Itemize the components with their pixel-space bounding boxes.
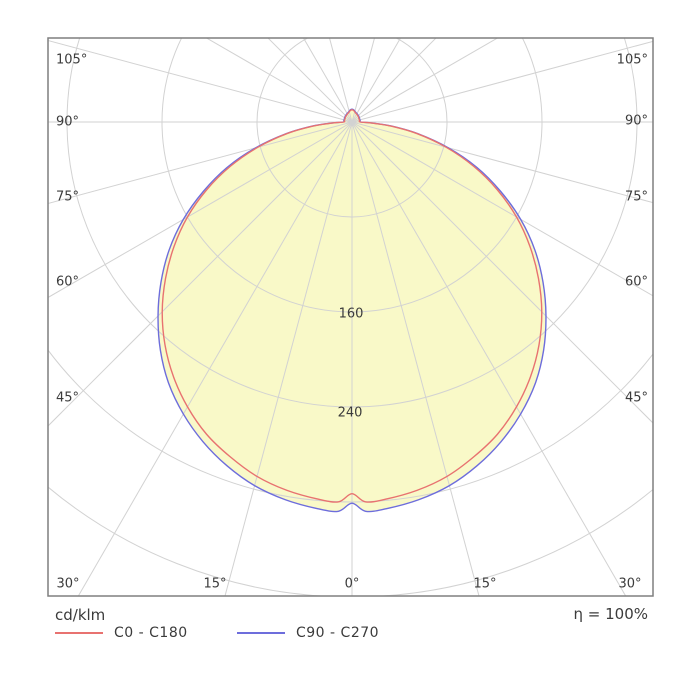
curve-c0-c180: [161, 109, 543, 503]
grid-ray-120: [351, 38, 499, 123]
angle-label-right-3: 60°: [625, 275, 648, 290]
ring-label-160: 160: [339, 307, 364, 322]
angle-label-bottom-0: 30°: [56, 577, 79, 592]
legend-label-c0-c180: C0 - C180: [114, 625, 188, 641]
angle-label-right-2: 75°: [625, 190, 648, 205]
grid-ray-15: [351, 121, 480, 596]
legend-item-c0-c180: C0 - C180: [55, 625, 188, 641]
grid-ray-30: [351, 121, 627, 596]
grid-ray-150: [351, 38, 402, 123]
grid-ray--30: [77, 121, 353, 596]
angle-label-bottom-1: 15°: [203, 577, 226, 592]
angle-label-right-0: 105°: [617, 53, 648, 68]
grid-ray-45: [351, 121, 653, 424]
angle-label-right-1: 90°: [625, 114, 648, 129]
angle-label-left-3: 60°: [56, 275, 79, 290]
angle-label-left-4: 45°: [56, 391, 79, 406]
legend-label-c90-c270: C90 - C270: [296, 625, 380, 641]
legend-item-c90-c270: C90 - C270: [237, 625, 379, 641]
grid-ray--15: [224, 121, 353, 596]
legend-line-c90-c270: [237, 632, 285, 634]
angle-label-bottom-3: 15°: [473, 577, 496, 592]
grid-ray--165: [328, 38, 353, 123]
plot-frame: [47, 37, 654, 597]
grid-ray--45: [48, 121, 353, 427]
grid-ray--135: [267, 38, 353, 123]
legend-line-c0-c180: [55, 632, 103, 634]
grid-ray--105: [48, 40, 353, 123]
grid-ray-60: [351, 121, 653, 297]
angle-label-right-4: 45°: [625, 391, 648, 406]
grid-ray--120: [205, 38, 353, 123]
angle-label-left-1: 90°: [56, 115, 79, 130]
angle-label-left-2: 75°: [56, 190, 79, 205]
grid-ray--60: [48, 121, 353, 299]
angle-label-bottom-2: 0°: [345, 577, 360, 592]
ring-label-240: 240: [338, 406, 363, 421]
unit-label: cd/klm: [55, 606, 106, 624]
grid-ray--75: [48, 121, 353, 204]
efficiency-label: η = 100%: [573, 605, 649, 623]
grid-ray-105: [351, 40, 653, 123]
angle-label-bottom-4: 30°: [618, 577, 641, 592]
grid-ray-165: [351, 38, 376, 123]
grid-ray-135: [351, 38, 437, 123]
angle-label-left-0: 105°: [56, 53, 87, 68]
grid-ray--150: [302, 38, 353, 123]
grid-ray-75: [351, 121, 653, 204]
